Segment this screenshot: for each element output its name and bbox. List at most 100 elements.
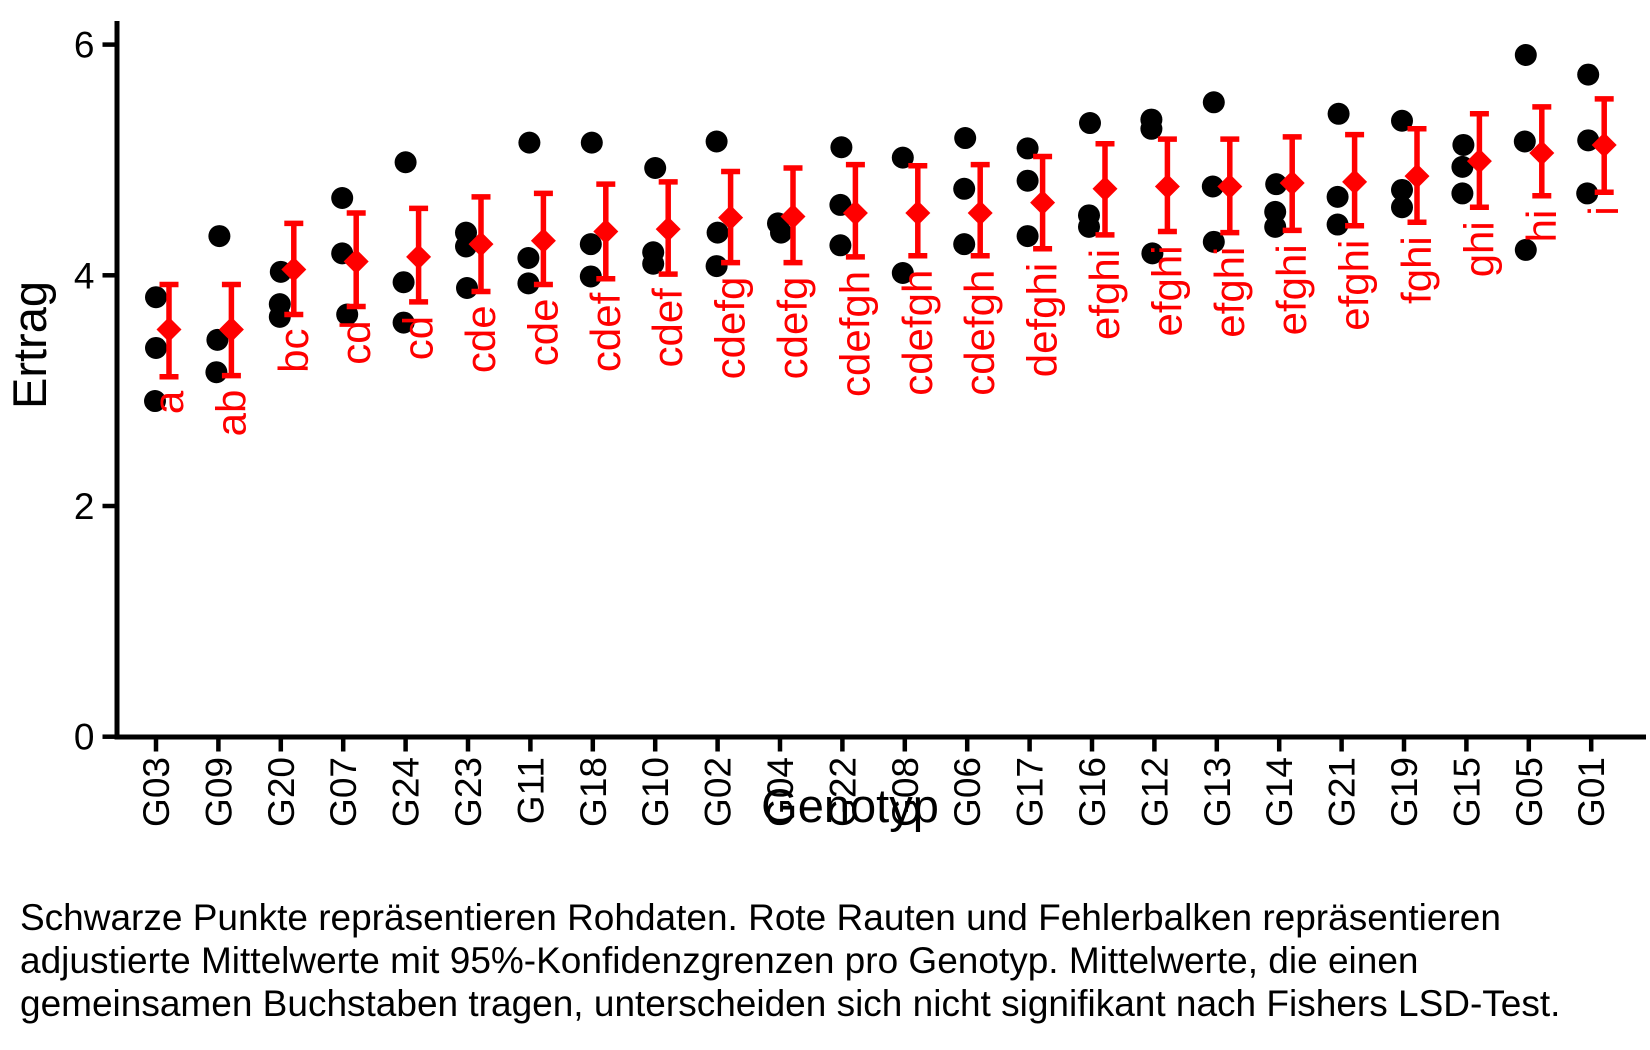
significance-letters: cdefgh: [894, 270, 941, 396]
x-tick-label: G07: [323, 757, 364, 827]
raw-data-dot: [392, 271, 415, 294]
significance-letters: cdefg: [769, 277, 816, 380]
x-tick-label: G10: [635, 757, 676, 827]
raw-data-dot: [1016, 225, 1039, 248]
mean-diamond: [842, 200, 868, 226]
raw-data-dot: [770, 221, 792, 244]
significance-letters: efghi: [1206, 247, 1253, 338]
raw-data-dot: [145, 286, 167, 309]
mean-diamond: [1591, 132, 1617, 158]
mean-diamond: [1217, 173, 1243, 199]
raw-data-dot: [579, 265, 602, 288]
significance-letters: fghi: [1393, 236, 1440, 304]
x-tick-label: G15: [1446, 757, 1487, 827]
mean-diamond: [655, 216, 681, 242]
significance-letters: cdef: [582, 292, 629, 372]
y-tick-label: 6: [74, 25, 95, 66]
significance-letters: i: [1580, 206, 1627, 215]
x-tick-label: G19: [1384, 757, 1425, 827]
mean-diamond: [468, 231, 494, 257]
x-axis-title: Genotyp: [761, 779, 939, 832]
mean-diamond: [1092, 176, 1118, 202]
raw-data-dot: [642, 252, 665, 275]
y-tick-label: 4: [74, 255, 95, 296]
raw-data-dot: [394, 151, 417, 174]
significance-letters: efghi: [1143, 245, 1190, 336]
mean-diamond: [1279, 170, 1305, 196]
x-tick-label: G11: [510, 757, 551, 824]
raw-data-dot: [518, 131, 541, 154]
raw-data-dot: [1078, 215, 1100, 238]
raw-data-dot: [1514, 43, 1537, 66]
significance-letters: cdefgh: [956, 270, 1003, 396]
mean-diamond: [718, 205, 744, 231]
mean-diamond: [406, 244, 432, 270]
significance-letters: ab: [207, 390, 254, 437]
x-tick-label: G18: [573, 757, 614, 827]
raw-data-dot: [1265, 173, 1288, 196]
mean-diamond: [593, 218, 619, 244]
raw-data-dot: [208, 225, 231, 248]
raw-data-dot: [145, 336, 167, 359]
significance-letters: cdefgh: [831, 271, 878, 397]
x-tick-label: G02: [698, 757, 739, 827]
raw-data-dot: [891, 261, 914, 284]
raw-data-dot: [1140, 117, 1163, 140]
raw-data-dot: [1576, 182, 1599, 205]
raw-data-dot: [1391, 178, 1413, 201]
raw-data-dot: [953, 233, 976, 256]
mean-diamond: [1030, 190, 1056, 216]
significance-letters: efghi: [1081, 249, 1128, 340]
x-tick-label: G14: [1259, 757, 1300, 827]
raw-data-dot: [517, 246, 540, 269]
mean-diamond: [156, 317, 182, 343]
raw-data-dot: [331, 187, 354, 210]
significance-letters: efghi: [1268, 244, 1315, 335]
significance-letters: defghi: [1019, 263, 1066, 377]
raw-data-dot: [580, 131, 603, 154]
significance-letters: bc: [270, 329, 317, 373]
x-tick-label: G12: [1134, 757, 1175, 827]
significance-letters: cdefg: [707, 277, 754, 380]
raw-data-dot: [830, 136, 853, 159]
raw-data-dot: [644, 157, 667, 180]
significance-letters: cd: [332, 320, 379, 364]
raw-data-dot: [517, 272, 540, 295]
figure-caption: Schwarze Punkte repräsentieren Rohdaten.…: [20, 896, 1645, 1025]
significance-letters: cde: [457, 305, 504, 373]
x-tick-label: G21: [1322, 757, 1363, 827]
raw-data-dot: [1514, 238, 1537, 261]
raw-data-dot: [1391, 196, 1413, 219]
x-tick-label: G16: [1072, 757, 1113, 827]
mean-diamond: [343, 248, 369, 274]
raw-data-dot: [392, 311, 415, 334]
x-tick-label: G05: [1509, 757, 1550, 827]
x-tick-label: G24: [386, 757, 427, 827]
mean-diamond: [1466, 148, 1492, 174]
x-tick-label: G06: [947, 757, 988, 827]
raw-data-dot: [1202, 91, 1225, 114]
raw-data-dot: [1326, 213, 1349, 236]
raw-data-layer: [144, 43, 1600, 413]
x-tick-label: G01: [1571, 757, 1612, 827]
raw-data-dot: [1141, 242, 1164, 265]
raw-data-dot: [144, 390, 166, 413]
x-tick-label: G09: [198, 757, 239, 827]
significance-letters: a: [145, 390, 192, 414]
raw-data-dot: [268, 305, 291, 328]
x-tick-label: G20: [261, 757, 302, 827]
mean-diamond: [1529, 140, 1555, 166]
raw-data-dot: [1079, 112, 1101, 135]
raw-data-dot: [205, 361, 228, 384]
raw-data-dot: [1016, 169, 1039, 192]
raw-data-dot: [1264, 215, 1287, 238]
significance-letters: efghi: [1331, 240, 1378, 331]
raw-data-dot: [456, 276, 478, 299]
significance-letters: cdef: [644, 288, 691, 368]
y-tick-label: 2: [74, 486, 95, 527]
mean-diamond: [905, 200, 931, 226]
mean-diamond: [1154, 173, 1180, 199]
raw-data-dot: [953, 177, 976, 200]
